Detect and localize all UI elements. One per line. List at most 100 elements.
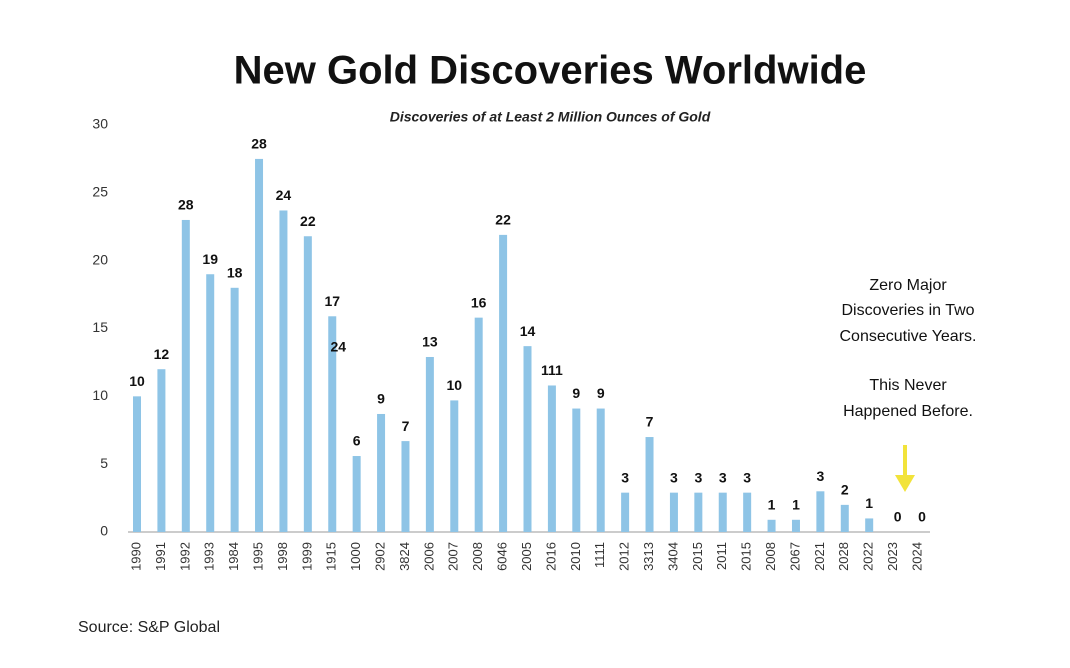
bar bbox=[352, 456, 361, 532]
x-tick-label: 1993 bbox=[202, 542, 217, 571]
data-label: 7 bbox=[646, 414, 654, 430]
data-label: 2 bbox=[841, 482, 849, 498]
x-tick-label: 3824 bbox=[397, 542, 412, 571]
bar bbox=[499, 234, 508, 532]
data-label: 28 bbox=[251, 136, 267, 152]
chart-subtitle: Discoveries of at Least 2 Million Ounces… bbox=[390, 109, 711, 125]
x-tick-label: 2021 bbox=[812, 542, 827, 571]
bar bbox=[523, 346, 532, 532]
data-label: 13 bbox=[422, 334, 438, 350]
bar bbox=[572, 408, 581, 532]
bar bbox=[596, 408, 605, 532]
data-label: 12 bbox=[154, 346, 170, 362]
x-tick-label: 2005 bbox=[519, 542, 534, 571]
bar bbox=[450, 400, 459, 532]
data-label: 3 bbox=[621, 469, 629, 485]
data-label: 18 bbox=[227, 265, 243, 281]
x-tick-label: 3404 bbox=[665, 542, 680, 571]
bar bbox=[645, 437, 654, 532]
note-line: Zero Major bbox=[869, 277, 947, 294]
bar bbox=[133, 396, 141, 532]
x-tick-label: 2016 bbox=[543, 542, 558, 571]
data-label: 3 bbox=[719, 469, 727, 485]
note-line: Discoveries in Two bbox=[841, 302, 974, 319]
data-label: 10 bbox=[446, 377, 462, 393]
x-tick-label: 1984 bbox=[226, 542, 241, 571]
data-label: 0 bbox=[894, 509, 902, 525]
data-label: 22 bbox=[495, 212, 511, 228]
data-label: 16 bbox=[471, 294, 487, 310]
x-tick-label: 2028 bbox=[836, 542, 851, 571]
data-label: 10 bbox=[129, 373, 145, 389]
x-tick-label: 1998 bbox=[275, 542, 290, 571]
source: Source: S&P Global bbox=[78, 619, 220, 636]
bar bbox=[669, 492, 678, 532]
y-tick-label: 10 bbox=[92, 387, 108, 403]
bar bbox=[328, 316, 337, 532]
x-tick-label: 2010 bbox=[568, 542, 583, 571]
data-label: 9 bbox=[377, 391, 385, 407]
bar bbox=[743, 492, 752, 532]
x-tick-label: 2011 bbox=[714, 542, 729, 570]
bar bbox=[547, 385, 556, 532]
bar bbox=[425, 356, 434, 532]
x-tick-label: 2022 bbox=[861, 542, 876, 571]
data-label: 0 bbox=[918, 509, 926, 525]
note-line: Happened Before. bbox=[843, 403, 973, 420]
x-tick-label: 1991 bbox=[153, 542, 168, 571]
chart-title: New Gold Discoveries Worldwide bbox=[234, 49, 867, 93]
bar bbox=[767, 519, 776, 532]
y-tick-label: 5 bbox=[100, 455, 108, 471]
x-tick-label: 2015 bbox=[739, 542, 754, 571]
x-tick-label: 3313 bbox=[641, 542, 656, 571]
data-label: 6 bbox=[353, 433, 361, 449]
bar bbox=[694, 492, 703, 532]
x-tick-label: 2023 bbox=[885, 542, 900, 571]
bar bbox=[621, 492, 630, 532]
data-label: 111 bbox=[541, 362, 563, 378]
x-tick-label: 1111 bbox=[592, 542, 607, 568]
x-tick-label: 2012 bbox=[617, 542, 632, 571]
bar bbox=[230, 287, 239, 532]
data-label: 24 bbox=[276, 187, 292, 203]
x-tick-label: 2015 bbox=[690, 542, 705, 571]
bar bbox=[401, 441, 410, 532]
data-label: 14 bbox=[520, 323, 536, 339]
data-label: 19 bbox=[202, 251, 218, 267]
x-tick-label: 1999 bbox=[299, 542, 314, 571]
bar bbox=[181, 219, 190, 532]
data-label: 3 bbox=[816, 468, 824, 484]
x-tick-label: 1990 bbox=[128, 542, 143, 571]
data-label: 1 bbox=[865, 495, 873, 511]
data-label: 3 bbox=[743, 469, 751, 485]
bar bbox=[865, 518, 874, 532]
bar bbox=[791, 519, 800, 532]
data-label: 1 bbox=[792, 496, 800, 512]
y-tick-label: 20 bbox=[92, 251, 108, 267]
arrow-head bbox=[895, 475, 915, 492]
x-tick-label: 2007 bbox=[446, 542, 461, 571]
data-label: 9 bbox=[572, 385, 580, 401]
bar bbox=[157, 369, 166, 532]
bar bbox=[255, 158, 264, 532]
x-tick-label: 1915 bbox=[324, 542, 339, 571]
y-tick-label: 25 bbox=[92, 184, 108, 200]
bar bbox=[816, 491, 825, 532]
y-tick-label: 0 bbox=[100, 523, 108, 539]
data-label: 28 bbox=[178, 197, 194, 213]
bar bbox=[206, 274, 215, 532]
x-tick-label: 1992 bbox=[177, 542, 192, 571]
data-label: 9 bbox=[597, 385, 605, 401]
bar bbox=[377, 413, 386, 532]
x-tick-label: 2008 bbox=[763, 542, 778, 571]
x-tick-label: 2067 bbox=[787, 542, 802, 571]
bar bbox=[718, 492, 727, 532]
data-label: 3 bbox=[694, 469, 702, 485]
annotation: 24 bbox=[330, 339, 346, 355]
data-label: 17 bbox=[324, 293, 340, 309]
x-tick-label: 2008 bbox=[470, 542, 485, 571]
data-label: 22 bbox=[300, 213, 316, 229]
bar bbox=[840, 504, 849, 532]
data-label: 7 bbox=[402, 418, 410, 434]
